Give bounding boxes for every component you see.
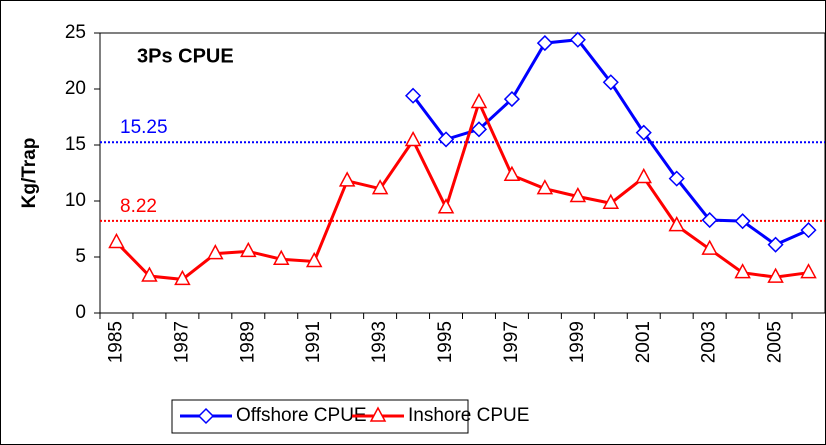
triangle-marker	[305, 251, 323, 268]
x-tick-label: 1993	[369, 321, 390, 363]
x-tick-label: 2005	[765, 321, 786, 363]
triangle-marker	[404, 130, 422, 147]
diamond-marker	[635, 124, 652, 141]
x-tick-label: 2003	[699, 321, 720, 363]
triangle-marker	[108, 232, 125, 249]
x-tick-label: 1989	[237, 321, 258, 363]
triangle-marker	[569, 186, 587, 203]
diamond-marker	[536, 35, 553, 52]
y-tick-label: 20	[65, 78, 86, 99]
diamond-marker	[800, 222, 817, 239]
x-tick-label: 1995	[435, 321, 456, 363]
x-tick-label: 1999	[567, 321, 588, 363]
x-tick-label: 2001	[633, 321, 654, 363]
reference-label: 15.25	[120, 117, 168, 138]
triangle-marker	[141, 266, 158, 282]
y-tick-label: 15	[65, 134, 86, 155]
triangle-marker	[635, 167, 653, 184]
diamond-marker	[602, 74, 619, 91]
chart-title: 3Ps CPUE	[137, 45, 234, 67]
triangle-marker	[602, 193, 620, 209]
legend-label: Inshore CPUE	[408, 405, 529, 426]
x-tick-label: 1997	[501, 321, 522, 363]
y-tick-label: 0	[75, 302, 86, 323]
diamond-marker	[405, 87, 422, 104]
diamond-marker	[470, 121, 488, 138]
triangle-marker	[272, 249, 290, 265]
series-line	[115, 98, 809, 281]
triangle-marker	[437, 198, 455, 214]
triangle-marker	[470, 92, 488, 109]
triangle-marker	[207, 244, 224, 260]
triangle-marker	[338, 171, 356, 187]
legend-label: Offshore CPUE	[236, 405, 367, 426]
diamond-marker	[569, 31, 586, 48]
diamond-marker	[767, 236, 784, 253]
y-axis-label: Kg/Trap	[19, 138, 40, 209]
diamond-marker	[503, 91, 520, 108]
triangle-marker	[503, 165, 521, 181]
x-tick-label: 1991	[303, 321, 324, 363]
y-tick-label: 10	[65, 190, 86, 211]
triangle-marker	[174, 269, 191, 286]
diamond-marker	[437, 131, 455, 148]
y-tick-label: 25	[65, 22, 86, 43]
x-tick-label: 1985	[105, 321, 126, 363]
diamond-marker	[701, 211, 718, 229]
triangle-marker	[767, 267, 784, 283]
legend-marker	[197, 407, 215, 425]
triangle-marker	[371, 179, 389, 195]
triangle-marker	[536, 179, 554, 195]
diamond-marker	[668, 170, 685, 187]
triangle-marker	[668, 216, 685, 232]
triangle-marker	[800, 263, 817, 279]
triangle-marker	[734, 263, 751, 279]
legend-marker	[369, 406, 387, 422]
triangle-marker	[701, 239, 718, 255]
reference-label: 8.22	[120, 196, 157, 217]
triangle-marker	[240, 241, 257, 258]
x-tick-label: 1987	[171, 321, 192, 363]
diamond-marker	[734, 213, 751, 230]
y-tick-label: 5	[75, 246, 86, 267]
